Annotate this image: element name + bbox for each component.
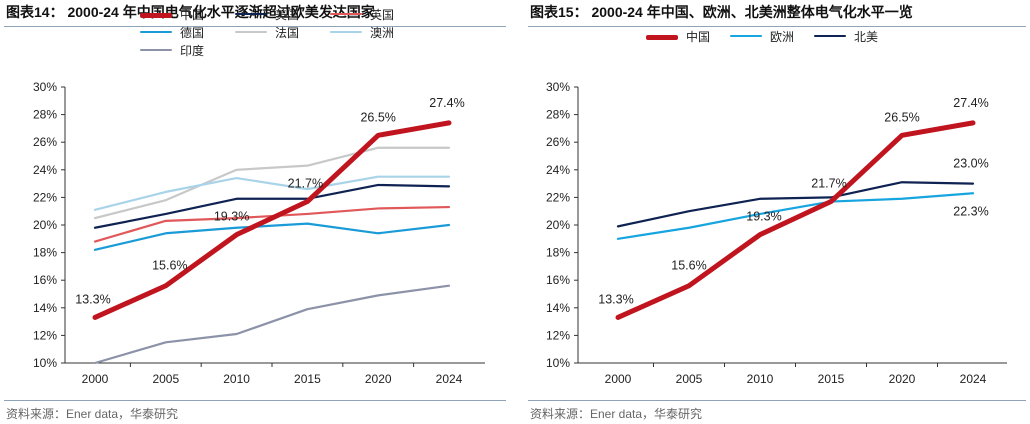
chart-panel-left: 图表14： 2000-24 年中国电气化水平逐渐超过欧美发达国家 10% 12% 1… [0, 0, 510, 424]
x-tick-label: 2020 [889, 372, 916, 386]
y-tick-label: 26% [33, 135, 57, 149]
x-tick-label: 2005 [152, 372, 179, 386]
y-tick-label: 28% [546, 108, 570, 122]
data-label: 13.3% [75, 292, 110, 306]
chart-source: 资料来源：Ener data，华泰研究 [530, 407, 703, 421]
legend-label: 印度 [180, 44, 205, 58]
x-tick-label: 2000 [82, 372, 109, 386]
legend-swatch [235, 31, 267, 33]
y-tick-label: 16% [33, 273, 57, 287]
y-tick-label: 24% [33, 163, 57, 177]
data-label: 26.5% [884, 110, 919, 124]
legend-label: 美国 [275, 8, 300, 22]
y-tick-label: 24% [546, 163, 570, 177]
legend-label: 法国 [275, 26, 300, 40]
line-chart-electrification-regions: 10% 12% 14% 16% 18% 20% 22% 24% 26% 28% 30% 2000 200… [546, 80, 1007, 386]
data-label: 13.3% [598, 292, 633, 306]
data-label: 27.4% [429, 96, 464, 110]
data-label: 21.7% [811, 177, 846, 191]
legend-swatch [646, 35, 678, 40]
y-tick-label: 20% [33, 218, 57, 232]
y-tick-label: 20% [546, 218, 570, 232]
x-tick-label: 2010 [223, 372, 250, 386]
x-tick-label: 2010 [747, 372, 774, 386]
legend-label: 中国 [686, 30, 711, 44]
series-line-5 [93, 146, 451, 220]
legend-swatch [330, 13, 362, 15]
data-label: 19.3% [746, 210, 781, 224]
legend-label: 澳洲 [370, 26, 395, 40]
legend-swatch [140, 31, 172, 33]
data-label: 21.7% [288, 177, 323, 191]
legend-label: 北美 [854, 30, 879, 44]
y-tick-label: 14% [33, 301, 57, 315]
data-label: 27.4% [953, 96, 988, 110]
y-tick-label: 16% [546, 273, 570, 287]
legend-swatch [814, 35, 846, 37]
data-label: 22.3% [953, 204, 988, 218]
y-tick-label: 10% [33, 356, 57, 370]
series-line-1 [615, 120, 976, 320]
y-tick-label: 18% [33, 246, 57, 260]
title-divider [528, 26, 1026, 27]
y-tick-label: 12% [546, 328, 570, 342]
legend-label: 英国 [370, 8, 395, 22]
y-tick-label: 22% [33, 190, 57, 204]
legend-swatch [140, 49, 172, 51]
legend-label: 德国 [180, 26, 205, 40]
y-tick-label: 26% [546, 135, 570, 149]
series-line-2 [616, 192, 975, 240]
series-line-7 [93, 284, 451, 365]
y-tick-label: 28% [33, 108, 57, 122]
y-tick-label: 18% [546, 246, 570, 260]
title-divider [4, 26, 506, 27]
chart-source: 资料来源：Ener data，华泰研究 [6, 407, 179, 421]
data-label: 15.6% [152, 259, 187, 273]
data-label: 23.0% [953, 157, 988, 171]
legend-label: 欧洲 [770, 30, 795, 44]
x-tick-label: 2020 [365, 372, 392, 386]
series-line-2 [93, 183, 451, 229]
series-line-4 [93, 222, 451, 251]
y-tick-label: 12% [33, 328, 57, 342]
y-tick-label: 14% [546, 301, 570, 315]
series-line-3 [616, 181, 975, 228]
source-divider [4, 400, 506, 401]
x-tick-label: 2005 [676, 372, 703, 386]
legend-swatch [235, 13, 267, 15]
y-tick-label: 22% [546, 190, 570, 204]
line-chart-electrification-countries: 10% 12% 14% 16% 18% 20% 22% 24% 26% 28% 30% 2000 200… [33, 80, 485, 386]
source-divider [528, 400, 1026, 401]
data-label: 26.5% [360, 110, 395, 124]
legend-swatch [330, 31, 362, 33]
y-tick-label: 10% [546, 356, 570, 370]
data-label: 15.6% [671, 259, 706, 273]
data-label: 19.3% [214, 210, 249, 224]
y-tick-label: 30% [546, 80, 570, 94]
legend-swatch [730, 35, 762, 37]
x-tick-label: 2015 [818, 372, 845, 386]
x-tick-label: 2024 [436, 372, 463, 386]
series-line-1 [92, 120, 452, 320]
legend-label: 中国 [180, 8, 205, 22]
chart-panel-right: 图表15： 2000-24 年中国、欧洲、北美洲整体电气化水平一览 10% 12%… [524, 0, 1030, 424]
series-line-6 [93, 175, 451, 211]
x-tick-label: 2000 [605, 372, 632, 386]
y-tick-label: 30% [33, 80, 57, 94]
chart-title: 图表14： 2000-24 年中国电气化水平逐渐超过欧美发达国家 [6, 4, 375, 20]
x-tick-label: 2024 [960, 372, 987, 386]
legend-swatch [140, 13, 172, 18]
x-tick-label: 2015 [294, 372, 321, 386]
chart-title: 图表15： 2000-24 年中国、欧洲、北美洲整体电气化水平一览 [530, 4, 913, 20]
